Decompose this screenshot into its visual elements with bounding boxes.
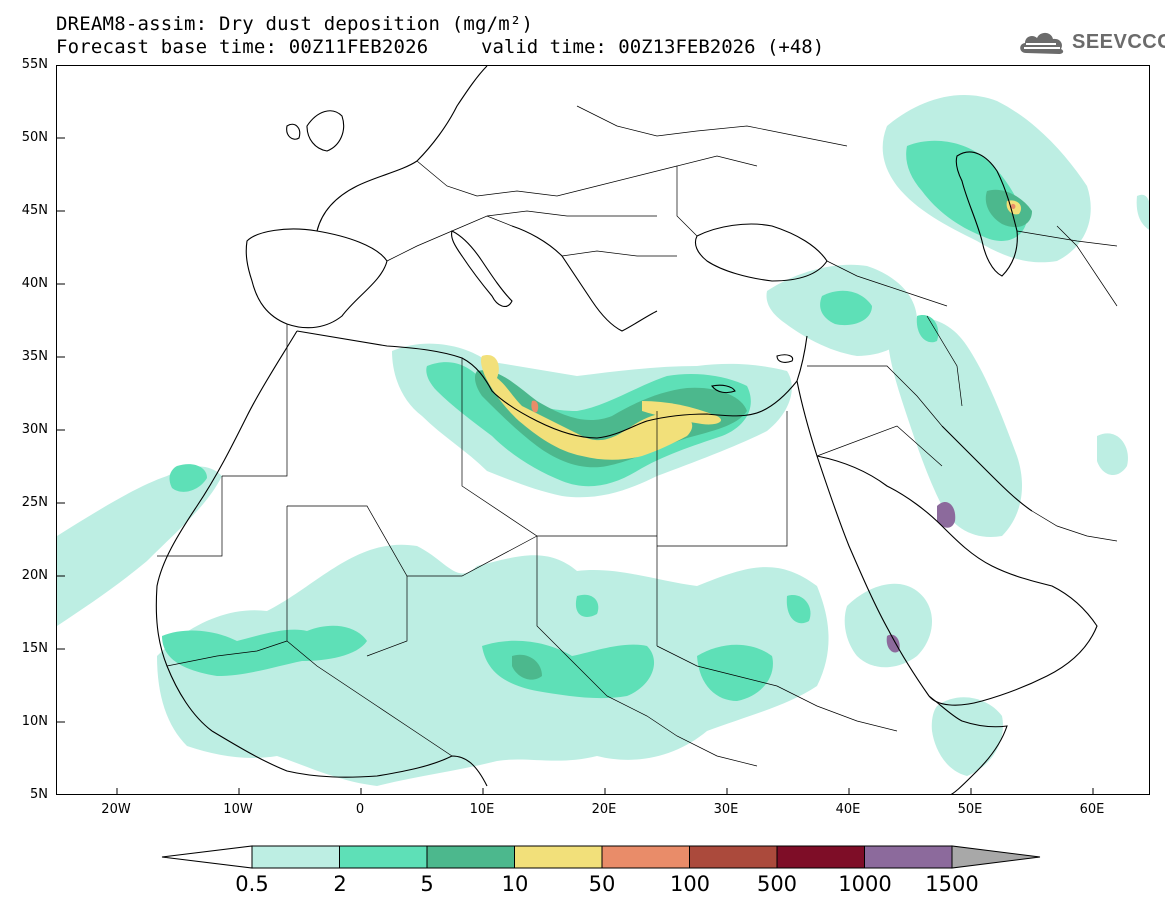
colorbar-label-1000: 1000 — [838, 872, 892, 896]
colorbar — [160, 843, 1045, 875]
lon-label-20w: 20W — [101, 802, 131, 817]
lon-label-0: 0 — [355, 802, 365, 817]
lat-label-5n: 5N — [30, 787, 48, 802]
colorbar-label-1500: 1500 — [925, 872, 979, 896]
cloud-icon — [1020, 32, 1064, 54]
title-line-1: DREAM8-assim: Dry dust deposition (mg/m²… — [56, 13, 534, 35]
country-borders — [157, 105, 1118, 767]
colorbar-svg — [161, 845, 1041, 869]
lon-label-30e: 30E — [713, 802, 739, 817]
lat-label-30n: 30N — [21, 422, 48, 437]
colorbar-segment-3 — [514, 845, 603, 869]
lat-label-55n: 55N — [21, 57, 48, 72]
colorbar-label-2: 2 — [333, 872, 347, 896]
lat-label-45n: 45N — [21, 203, 48, 218]
coastlines — [155, 66, 1098, 794]
colorbar-label-50: 50 — [588, 872, 616, 896]
colorbar-over-triangle — [951, 845, 1041, 869]
colorbar-segment-5 — [689, 845, 778, 869]
deposition-level-50 — [531, 203, 1016, 413]
colorbar-label-100: 100 — [669, 872, 711, 896]
axis-ticks — [57, 137, 1094, 794]
colorbar-label-500: 500 — [756, 872, 798, 896]
colorbar-segment-0 — [251, 845, 340, 869]
lon-label-50e: 50E — [957, 802, 983, 817]
lon-label-10e: 10E — [469, 802, 495, 817]
colorbar-segment-6 — [776, 845, 865, 869]
seevccc-logo: SEEVCCC — [1016, 26, 1165, 58]
colorbar-label-10: 10 — [501, 872, 529, 896]
lon-label-40e: 40E — [835, 802, 861, 817]
title-line-2-base-time: Forecast base time: 00Z11FEB2026 — [56, 36, 429, 58]
colorbar-segment-4 — [601, 845, 690, 869]
lat-label-25n: 25N — [21, 495, 48, 510]
colorbar-segment-1 — [339, 845, 428, 869]
lat-label-40n: 40N — [21, 276, 48, 291]
logo-text: SEEVCCC — [1072, 30, 1165, 53]
lat-label-15n: 15N — [21, 641, 48, 656]
colorbar-label-5: 5 — [420, 872, 434, 896]
map-panel — [56, 65, 1150, 795]
valid-time: valid time: 00Z13FEB2026 (+48) — [481, 36, 825, 58]
colorbar-under-triangle — [161, 845, 253, 869]
lon-label-60e: 60E — [1079, 802, 1105, 817]
lon-label-20e: 20E — [591, 802, 617, 817]
dust-deposition-map — [57, 66, 1149, 794]
colorbar-segment-2 — [426, 845, 515, 869]
lon-label-10w: 10W — [223, 802, 253, 817]
lat-label-35n: 35N — [21, 349, 48, 364]
lat-label-50n: 50N — [21, 130, 48, 145]
colorbar-label-0-5: 0.5 — [235, 872, 269, 896]
lat-label-10n: 10N — [21, 714, 48, 729]
deposition-level-1000 — [886, 501, 956, 653]
lat-label-20n: 20N — [21, 568, 48, 583]
colorbar-segment-7 — [864, 845, 953, 869]
